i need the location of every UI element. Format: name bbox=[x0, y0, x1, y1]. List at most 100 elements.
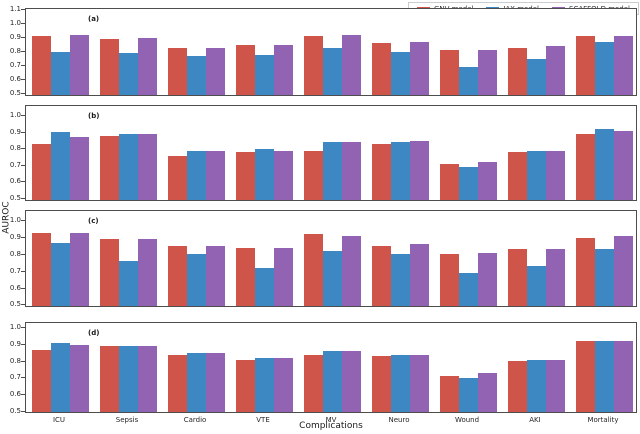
bar-a-Sepsis-s0 bbox=[99, 39, 119, 95]
bar-c-Wound-s0 bbox=[439, 254, 459, 306]
bar-d-Sepsis-s1 bbox=[118, 346, 138, 412]
bar-a-Mortality-s2 bbox=[613, 36, 633, 95]
y-tick-mark bbox=[21, 360, 25, 362]
bar-d-Wound-s0 bbox=[439, 376, 459, 412]
bar-b-Wound-s2 bbox=[477, 162, 497, 200]
bar-d-Sepsis-s2 bbox=[137, 346, 157, 412]
bar-c-VTE-s1 bbox=[254, 267, 274, 306]
bar-d-Wound-s1 bbox=[458, 378, 478, 412]
bar-c-Sepsis-s1 bbox=[118, 261, 138, 306]
bar-c-MV-s2 bbox=[341, 235, 361, 306]
bar-b-Mortality-s0 bbox=[575, 134, 595, 200]
x-axis-label: Complications bbox=[299, 421, 363, 431]
bar-a-AKI-s0 bbox=[507, 47, 527, 95]
bar-d-AKI-s2 bbox=[545, 359, 565, 412]
bar-a-Sepsis-s2 bbox=[137, 37, 157, 95]
bar-b-VTE-s1 bbox=[254, 149, 274, 200]
y-tick-mark bbox=[21, 410, 25, 412]
category-label-AKI: AKI bbox=[529, 416, 541, 424]
bar-c-Cardio-s2 bbox=[205, 246, 225, 306]
bar-b-MV-s2 bbox=[341, 142, 361, 200]
bar-d-Mortality-s0 bbox=[575, 341, 595, 412]
bar-d-ICU-s0 bbox=[31, 349, 51, 412]
y-tick-label: 1.0 bbox=[9, 19, 21, 28]
y-tick-label: 0.5 bbox=[9, 300, 21, 309]
subplot-b: (b) bbox=[25, 105, 637, 201]
bar-c-Wound-s2 bbox=[477, 252, 497, 306]
bar-b-Mortality-s1 bbox=[594, 129, 614, 200]
y-tick-mark bbox=[21, 181, 25, 183]
bar-a-AKI-s2 bbox=[545, 46, 565, 95]
bar-a-Wound-s0 bbox=[439, 50, 459, 95]
bar-c-Cardio-s1 bbox=[186, 254, 206, 306]
bar-c-AKI-s1 bbox=[526, 266, 546, 306]
y-tick-mark bbox=[21, 9, 25, 11]
y-tick-label: 0.7 bbox=[9, 160, 21, 169]
bar-a-MV-s1 bbox=[322, 47, 342, 95]
bar-b-Sepsis-s2 bbox=[137, 134, 157, 200]
bar-d-Mortality-s2 bbox=[613, 341, 633, 412]
y-tick-label: 0.7 bbox=[9, 266, 21, 275]
bar-c-Wound-s1 bbox=[458, 273, 478, 306]
bar-b-Cardio-s2 bbox=[205, 150, 225, 200]
y-tick-mark bbox=[21, 131, 25, 133]
y-tick-label: 0.6 bbox=[9, 177, 21, 186]
y-tick-mark bbox=[21, 198, 25, 200]
bar-b-MV-s1 bbox=[322, 142, 342, 200]
bar-d-AKI-s1 bbox=[526, 359, 546, 412]
y-tick-mark bbox=[21, 253, 25, 255]
bar-b-AKI-s1 bbox=[526, 150, 546, 200]
bar-b-Mortality-s2 bbox=[613, 130, 633, 200]
category-label-Mortality: Mortality bbox=[587, 416, 619, 424]
y-tick-mark bbox=[21, 37, 25, 39]
bar-b-AKI-s0 bbox=[507, 152, 527, 200]
bar-c-MV-s0 bbox=[303, 234, 323, 306]
bar-b-ICU-s1 bbox=[50, 132, 70, 200]
bar-a-VTE-s0 bbox=[235, 44, 255, 95]
bar-d-AKI-s0 bbox=[507, 361, 527, 412]
bar-c-ICU-s1 bbox=[50, 242, 70, 306]
y-tick-label: 1.1 bbox=[9, 5, 21, 14]
bar-a-Mortality-s0 bbox=[575, 36, 595, 95]
bar-b-Neuro-s1 bbox=[390, 142, 410, 200]
bar-a-VTE-s2 bbox=[273, 44, 293, 95]
y-tick-mark bbox=[21, 164, 25, 166]
bar-d-ICU-s2 bbox=[69, 344, 89, 412]
bar-d-VTE-s0 bbox=[235, 359, 255, 412]
bar-c-AKI-s0 bbox=[507, 249, 527, 306]
y-tick-mark bbox=[21, 287, 25, 289]
y-tick-mark bbox=[21, 65, 25, 67]
y-tick-label: 0.9 bbox=[9, 33, 21, 42]
y-tick-label: 0.8 bbox=[9, 144, 21, 153]
y-tick-label: 1.0 bbox=[9, 323, 21, 332]
subplot-d: (d) bbox=[25, 322, 637, 413]
bar-b-VTE-s0 bbox=[235, 152, 255, 200]
y-tick-label: 0.9 bbox=[9, 232, 21, 241]
bar-d-VTE-s2 bbox=[273, 358, 293, 412]
bar-c-ICU-s0 bbox=[31, 232, 51, 306]
bar-c-AKI-s2 bbox=[545, 249, 565, 306]
bar-b-MV-s0 bbox=[303, 150, 323, 200]
bar-a-Neuro-s0 bbox=[371, 43, 391, 95]
bar-c-Mortality-s0 bbox=[575, 237, 595, 306]
subplot-a: (a) bbox=[25, 8, 637, 96]
bar-a-AKI-s1 bbox=[526, 58, 546, 95]
bar-a-Neuro-s1 bbox=[390, 51, 410, 95]
panel-label-d: (d) bbox=[88, 329, 100, 337]
bar-b-Neuro-s2 bbox=[409, 140, 429, 200]
bar-c-Neuro-s1 bbox=[390, 254, 410, 306]
y-tick-label: 0.5 bbox=[9, 194, 21, 203]
bar-d-Neuro-s1 bbox=[390, 354, 410, 412]
bar-a-MV-s2 bbox=[341, 34, 361, 95]
y-tick-mark bbox=[21, 327, 25, 329]
bar-b-Cardio-s0 bbox=[167, 155, 187, 200]
y-tick-label: 0.7 bbox=[9, 61, 21, 70]
bar-a-ICU-s2 bbox=[69, 34, 89, 95]
bar-a-Sepsis-s1 bbox=[118, 53, 138, 95]
bar-b-Cardio-s1 bbox=[186, 150, 206, 200]
bar-c-Neuro-s2 bbox=[409, 244, 429, 306]
y-tick-label: 0.9 bbox=[9, 127, 21, 136]
bar-b-Neuro-s0 bbox=[371, 144, 391, 200]
bar-c-Neuro-s0 bbox=[371, 246, 391, 306]
